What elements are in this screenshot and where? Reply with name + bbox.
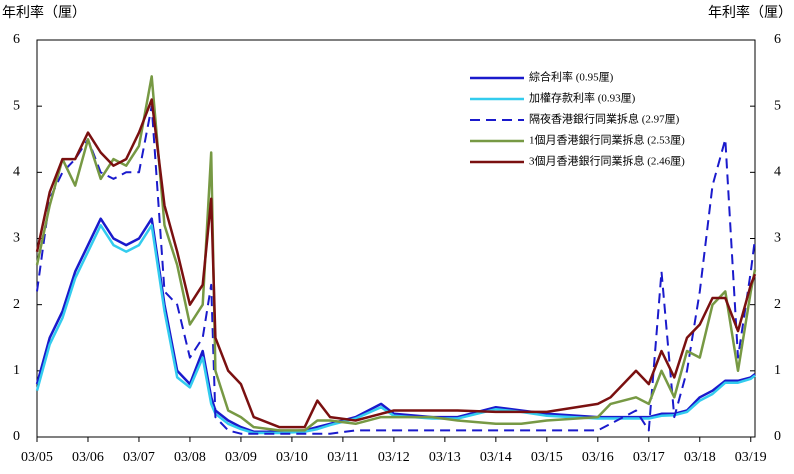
x-tick-label: 03/11 xyxy=(327,450,358,465)
x-tick-label: 03/19 xyxy=(735,450,767,465)
y-tick-label: 0 xyxy=(13,429,20,444)
y-tick-label: 3 xyxy=(13,231,20,246)
y2-tick-label: 1 xyxy=(774,363,781,378)
x-tick-label: 03/17 xyxy=(633,450,665,465)
y2-tick-label: 2 xyxy=(774,297,781,312)
x-tick-label: 03/15 xyxy=(531,450,563,465)
y2-tick-label: 4 xyxy=(774,165,781,180)
y2-tick-label: 6 xyxy=(774,32,781,47)
x-tick-label: 03/10 xyxy=(276,450,308,465)
y2-tick-label: 3 xyxy=(774,231,781,246)
y-tick-label: 6 xyxy=(13,32,20,47)
legend-label: 加權存款利率 (0.93厘) xyxy=(529,91,636,105)
x-tick-label: 03/08 xyxy=(174,450,206,465)
x-tick-label: 03/09 xyxy=(225,450,257,465)
legend-label: 隔夜香港銀行同業拆息 (2.97厘) xyxy=(529,112,680,126)
x-tick-label: 03/05 xyxy=(21,450,53,465)
x-tick-label: 03/16 xyxy=(582,450,614,465)
x-tick-label: 03/07 xyxy=(123,450,155,465)
x-tick-label: 03/18 xyxy=(684,450,716,465)
y2-tick-label: 5 xyxy=(774,98,781,113)
y-axis-title: 年利率（厘） xyxy=(2,4,86,21)
x-tick-label: 03/06 xyxy=(72,450,104,465)
legend-label: 綜合利率 (0.95厘) xyxy=(529,70,614,84)
y2-tick-label: 0 xyxy=(774,429,781,444)
y-tick-label: 1 xyxy=(13,363,20,378)
legend-label: 1個月香港銀行同業拆息 (2.53厘) xyxy=(529,133,685,147)
y-tick-label: 4 xyxy=(13,165,20,180)
x-tick-label: 03/12 xyxy=(378,450,410,465)
line-series xyxy=(35,98,757,429)
line-series xyxy=(35,75,757,432)
y-tick-label: 5 xyxy=(13,98,20,113)
x-tick-label: 03/13 xyxy=(429,450,461,465)
line-series xyxy=(35,224,756,435)
x-tick-label: 03/14 xyxy=(480,450,512,465)
y2-axis-title: 年利率（厘） xyxy=(708,4,792,21)
legend-label: 3個月香港銀行同業拆息 (2.46厘) xyxy=(529,154,685,168)
line-series xyxy=(35,217,756,433)
y-tick-label: 2 xyxy=(13,297,20,312)
